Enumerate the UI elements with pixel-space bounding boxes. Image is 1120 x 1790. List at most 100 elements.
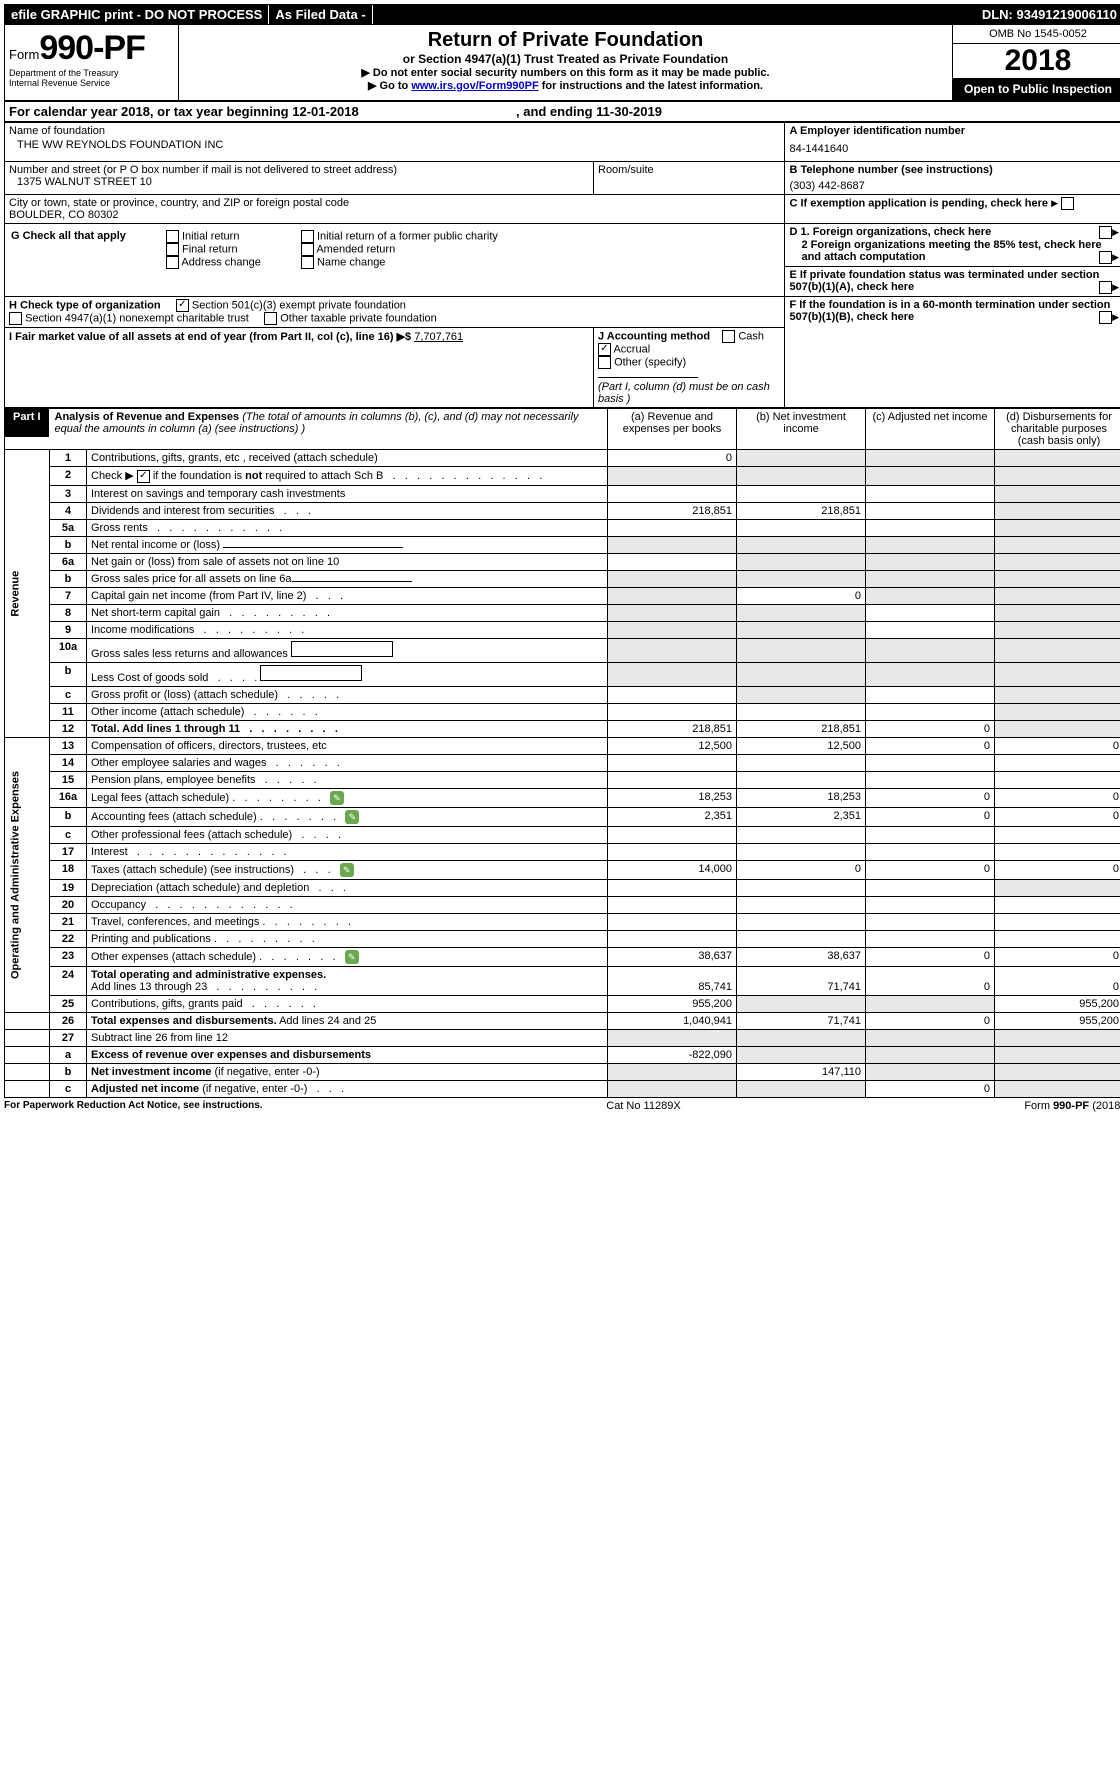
table-row: c Gross profit or (loss) (attach schedul…	[5, 686, 1120, 703]
g-address-checkbox[interactable]	[166, 256, 179, 269]
d1-label: D 1. Foreign organizations, check here	[789, 226, 991, 238]
city-label: City or town, state or province, country…	[9, 197, 780, 209]
footer: For Paperwork Reduction Act Notice, see …	[4, 1098, 1120, 1112]
e-checkbox[interactable]	[1099, 281, 1112, 294]
dept-irs: Internal Revenue Service	[9, 78, 174, 88]
i-value: 7,707,761	[414, 331, 463, 343]
dept-treasury: Department of the Treasury	[9, 68, 174, 78]
table-row: 7 Capital gain net income (from Part IV,…	[5, 587, 1120, 604]
h-other-checkbox[interactable]	[264, 312, 277, 325]
j-label: J Accounting method	[598, 330, 710, 342]
table-row: Revenue 1 Contributions, gifts, grants, …	[5, 450, 1120, 467]
phone-label: B Telephone number (see instructions)	[789, 164, 1119, 176]
col-a-header: (a) Revenue and expenses per books	[608, 409, 737, 450]
col-b-header: (b) Net investment income	[737, 409, 866, 450]
table-row: 5a Gross rents . . . . . . . . . . .	[5, 519, 1120, 536]
form-subtitle: or Section 4947(a)(1) Trust Treated as P…	[183, 52, 948, 66]
g-initial-former-checkbox[interactable]	[301, 230, 314, 243]
table-row: 11 Other income (attach schedule) . . . …	[5, 703, 1120, 720]
part1-title: Analysis of Revenue and Expenses	[55, 411, 243, 423]
table-row: 24 Total operating and administrative ex…	[5, 966, 1120, 995]
table-row: b Net rental income or (loss)	[5, 536, 1120, 553]
top-bar: efile GRAPHIC print - DO NOT PROCESS As …	[4, 4, 1120, 25]
form-title: Return of Private Foundation	[183, 29, 948, 52]
name-label: Name of foundation	[9, 125, 780, 137]
table-row: c Adjusted net income (if negative, ente…	[5, 1080, 1120, 1097]
j-other-checkbox[interactable]	[598, 356, 611, 369]
j-note: (Part I, column (d) must be on cash basi…	[598, 381, 770, 405]
i-label: I Fair market value of all assets at end…	[9, 331, 414, 343]
table-row: b Gross sales price for all assets on li…	[5, 570, 1120, 587]
table-row: 16a Legal fees (attach schedule) . . . .…	[5, 788, 1120, 807]
table-row: b Accounting fees (attach schedule) . . …	[5, 807, 1120, 826]
table-row: 21 Travel, conferences, and meetings . .…	[5, 913, 1120, 930]
tax-year: 2018	[953, 44, 1120, 78]
table-row: 18 Taxes (attach schedule) (see instruct…	[5, 860, 1120, 879]
room-label: Room/suite	[594, 162, 785, 195]
j-cash-checkbox[interactable]	[722, 330, 735, 343]
g-amended-checkbox[interactable]	[301, 243, 314, 256]
efile-label: efile GRAPHIC print - DO NOT PROCESS	[5, 5, 269, 24]
form-ref: Form 990-PF (2018)	[1024, 1100, 1120, 1112]
form-header: Form990-PF Department of the Treasury In…	[4, 25, 1120, 101]
h-4947-checkbox[interactable]	[9, 312, 22, 325]
d1-checkbox[interactable]	[1099, 226, 1112, 239]
ein-value: 84-1441640	[789, 137, 1119, 155]
table-row: 6a Net gain or (loss) from sale of asset…	[5, 553, 1120, 570]
attachment-icon[interactable]: ✎	[330, 791, 344, 805]
attachment-icon[interactable]: ✎	[345, 950, 359, 964]
col-d-header: (d) Disbursements for charitable purpose…	[995, 409, 1120, 450]
d2-checkbox[interactable]	[1099, 251, 1112, 264]
table-row: a Excess of revenue over expenses and di…	[5, 1046, 1120, 1063]
table-row: 17 Interest . . . . . . . . . . . . .	[5, 843, 1120, 860]
revenue-side-label: Revenue	[5, 450, 50, 738]
cat-no: Cat No 11289X	[606, 1100, 680, 1112]
g-initial-checkbox[interactable]	[166, 230, 179, 243]
table-row: 25 Contributions, gifts, grants paid . .…	[5, 995, 1120, 1012]
irs-link[interactable]: www.irs.gov/Form990PF	[411, 80, 538, 92]
part1-table: Part I Analysis of Revenue and Expenses …	[4, 408, 1120, 1098]
foundation-name: THE WW REYNOLDS FOUNDATION INC	[9, 137, 780, 159]
open-to-public: Open to Public Inspection	[953, 78, 1120, 100]
g-name-checkbox[interactable]	[301, 256, 314, 269]
table-row: 22 Printing and publications . . . . . .…	[5, 930, 1120, 947]
table-row: b Net investment income (if negative, en…	[5, 1063, 1120, 1080]
g-final-checkbox[interactable]	[166, 243, 179, 256]
table-row: 3 Interest on savings and temporary cash…	[5, 485, 1120, 502]
table-row: c Other professional fees (attach schedu…	[5, 826, 1120, 843]
table-row: 12 Total. Add lines 1 through 11 . . . .…	[5, 720, 1120, 737]
c-checkbox[interactable]	[1061, 197, 1074, 210]
expenses-side-label: Operating and Administrative Expenses	[5, 737, 50, 1012]
table-row: b Less Cost of goods sold . . . .	[5, 662, 1120, 686]
table-row: 14 Other employee salaries and wages . .…	[5, 754, 1120, 771]
phone-value: (303) 442-8687	[789, 176, 1119, 192]
table-row: 26 Total expenses and disbursements. Add…	[5, 1012, 1120, 1029]
paperwork-notice: For Paperwork Reduction Act Notice, see …	[4, 1100, 263, 1112]
omb-number: OMB No 1545-0052	[953, 25, 1120, 44]
e-label: E If private foundation status was termi…	[789, 269, 1099, 293]
part1-label: Part I	[5, 409, 49, 437]
j-accrual-checkbox[interactable]: ✓	[598, 343, 611, 356]
h-501c3-checkbox[interactable]: ✓	[176, 299, 189, 312]
attachment-icon[interactable]: ✎	[340, 863, 354, 877]
addr-label: Number and street (or P O box number if …	[9, 164, 589, 176]
city-value: BOULDER, CO 80302	[9, 209, 780, 221]
c-label: C If exemption application is pending, c…	[789, 197, 1048, 209]
f-checkbox[interactable]	[1099, 311, 1112, 324]
table-row: 10a Gross sales less returns and allowan…	[5, 638, 1120, 662]
table-row: 19 Depreciation (attach schedule) and de…	[5, 879, 1120, 896]
table-row: 15 Pension plans, employee benefits . . …	[5, 771, 1120, 788]
table-row: 8 Net short-term capital gain . . . . . …	[5, 604, 1120, 621]
form-number: Form990-PF	[9, 29, 174, 68]
f-label: F If the foundation is in a 60-month ter…	[789, 299, 1110, 323]
dln-label: DLN: 93491219006110	[976, 5, 1120, 24]
table-row: 4 Dividends and interest from securities…	[5, 502, 1120, 519]
asfiled-label: As Filed Data -	[269, 5, 372, 24]
attachment-icon[interactable]: ✎	[345, 810, 359, 824]
table-row: 2 Check ▶ ✓ if the foundation is not req…	[5, 467, 1120, 486]
d2-label: 2 Foreign organizations meeting the 85% …	[801, 239, 1101, 263]
table-row: 27 Subtract line 26 from line 12	[5, 1029, 1120, 1046]
col-c-header: (c) Adjusted net income	[866, 409, 995, 450]
calendar-row: For calendar year 2018, or tax year begi…	[4, 101, 1120, 122]
table-row: 23 Other expenses (attach schedule) . . …	[5, 947, 1120, 966]
